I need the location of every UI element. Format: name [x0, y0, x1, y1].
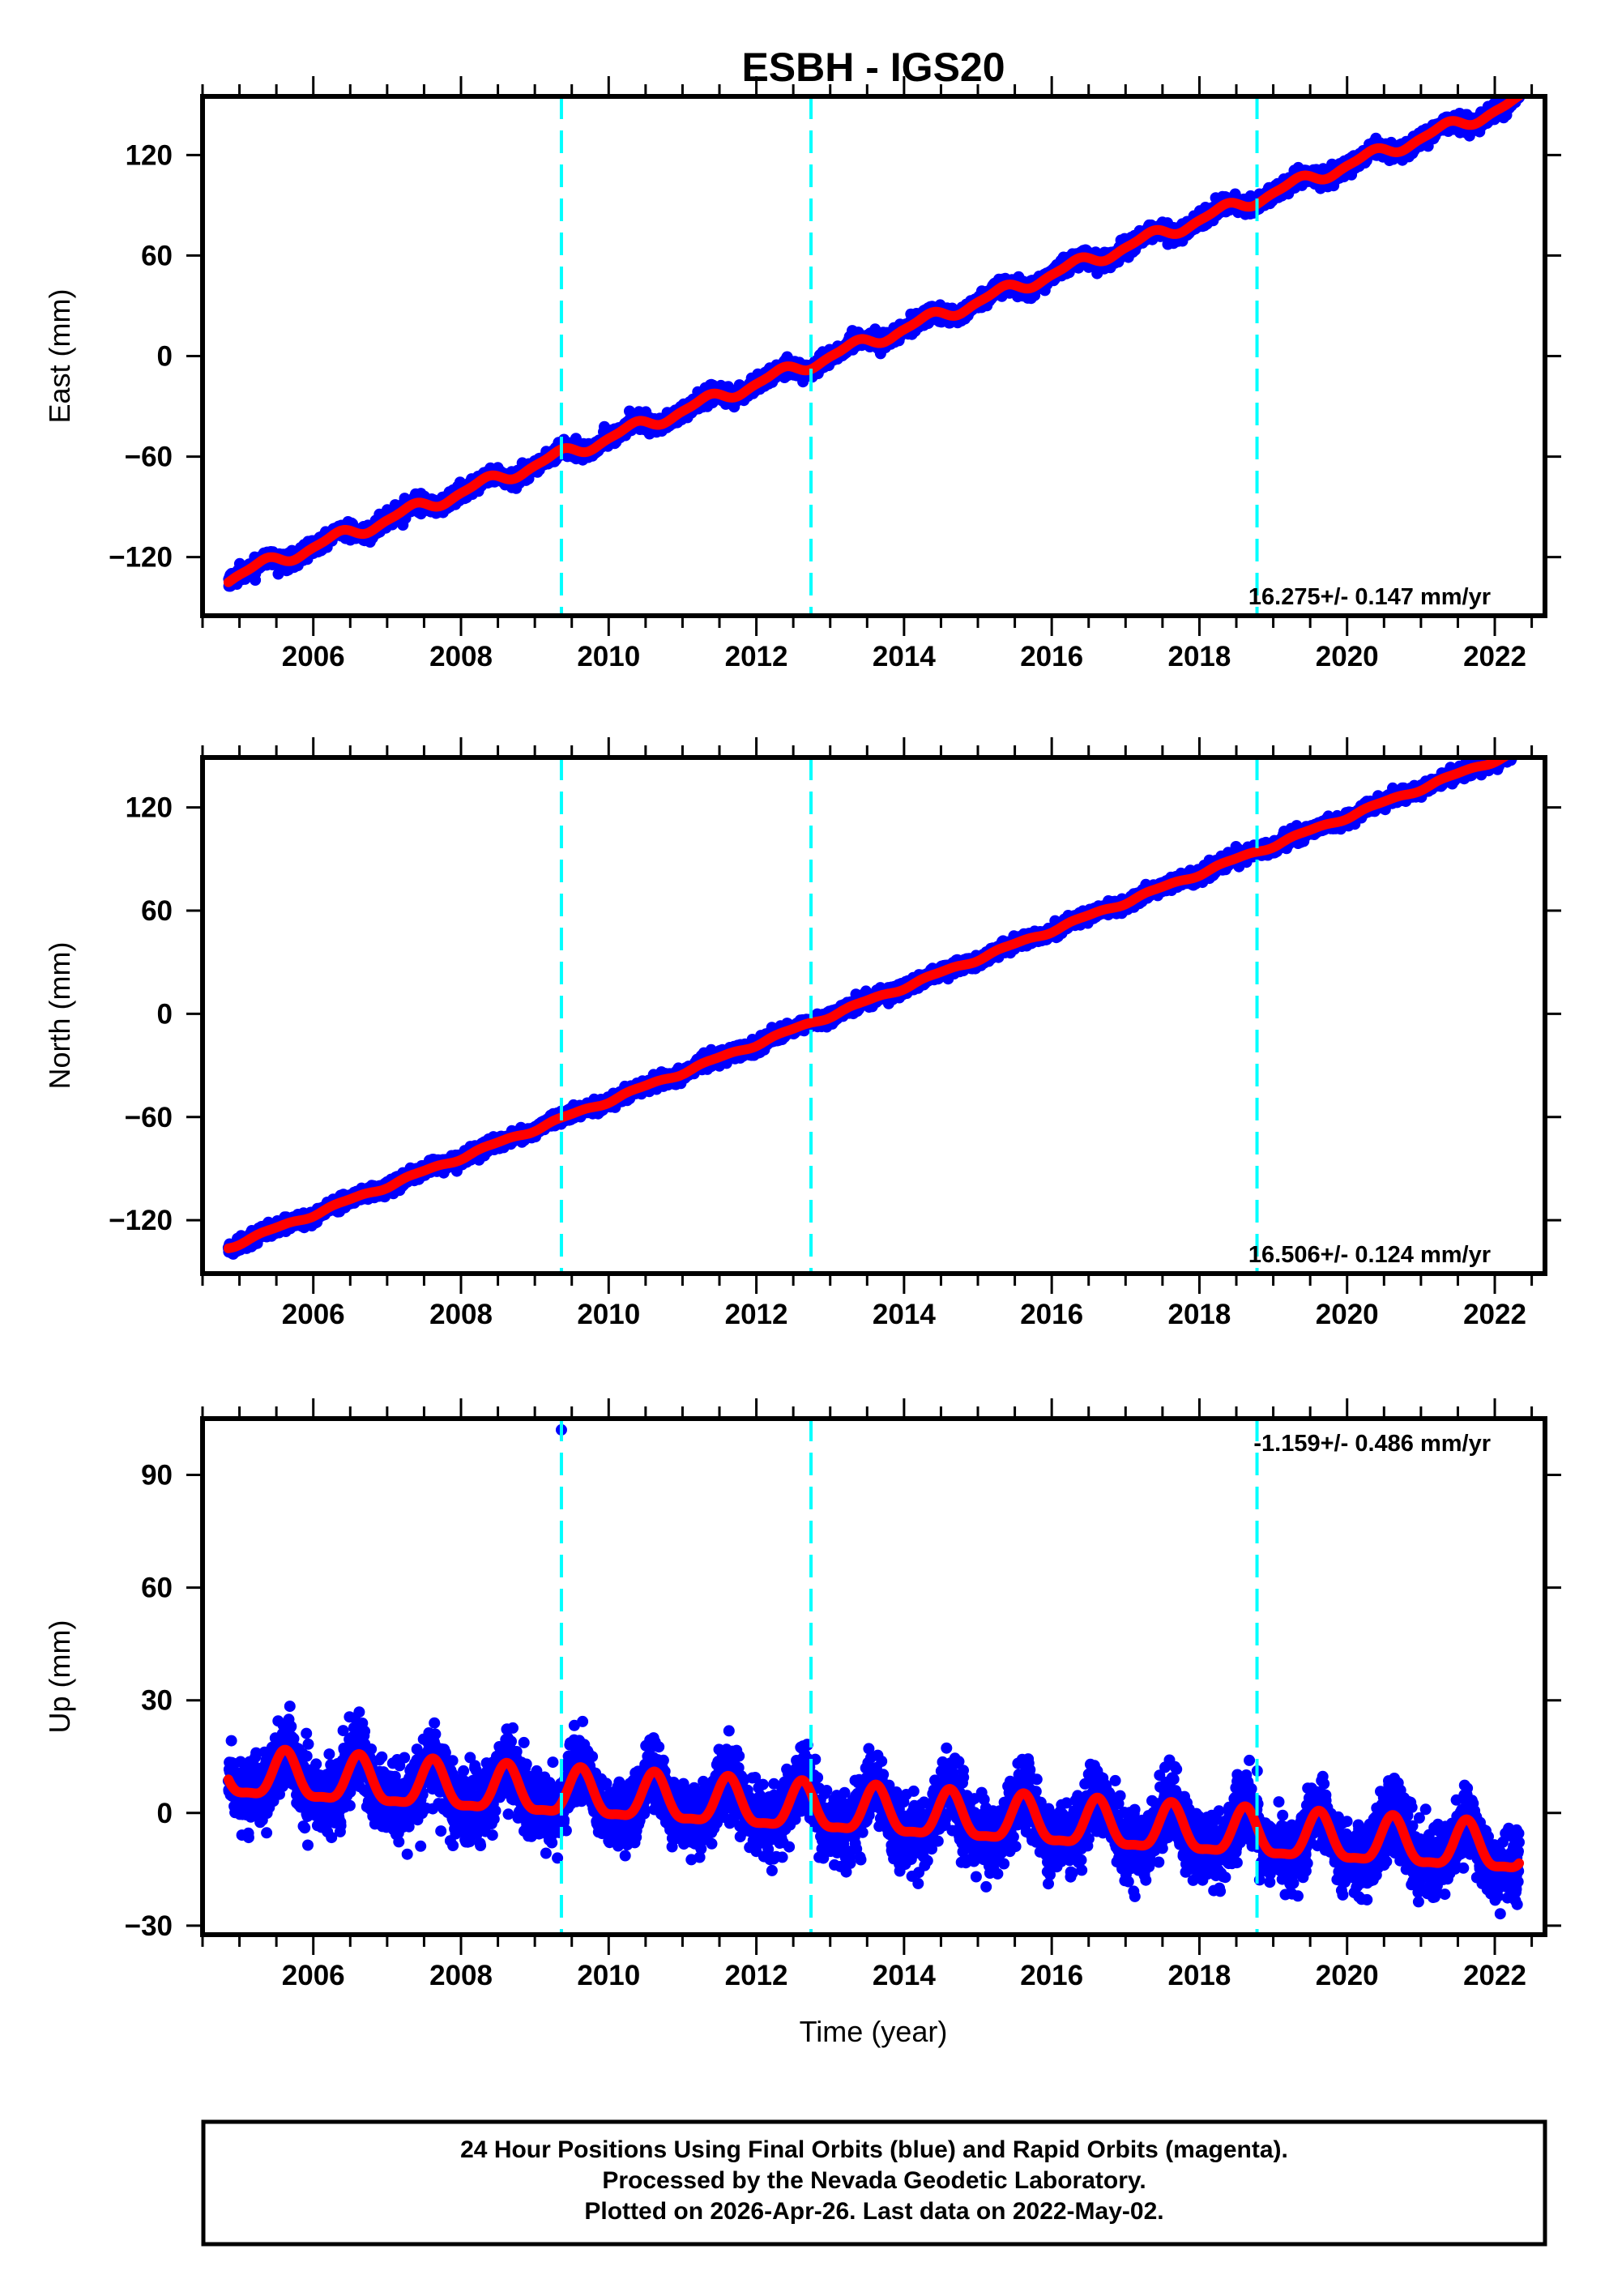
figure-title: ESBH - IGS20	[741, 45, 1005, 90]
panel-east: 2006 2008 2010 2012 2014 2016 2018 2020 2022−120…	[43, 76, 1561, 672]
east-data-points	[223, 96, 1525, 592]
east-plot-area	[223, 96, 1525, 616]
plot-inner	[223, 96, 1525, 592]
